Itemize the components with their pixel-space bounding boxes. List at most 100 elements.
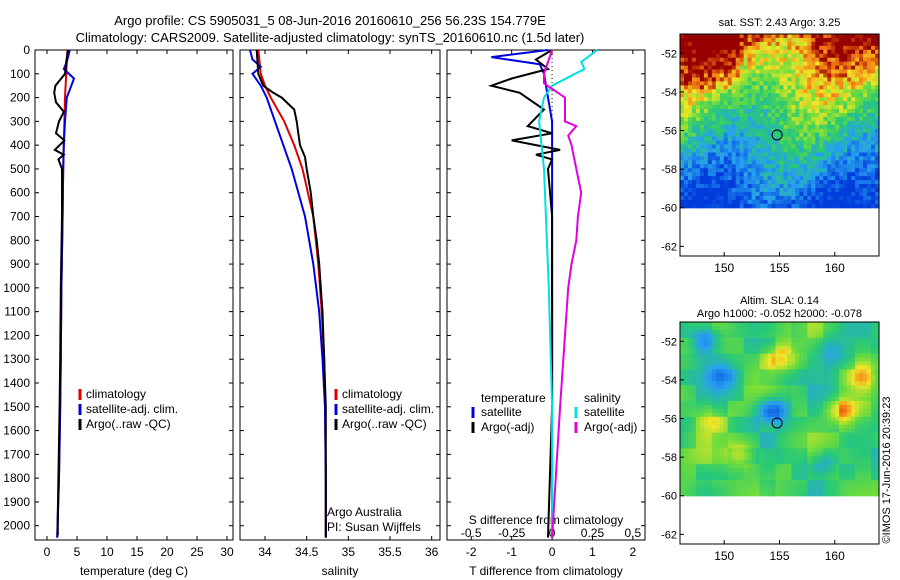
map-cell (871, 49, 876, 55)
map-cell (691, 389, 697, 394)
map-cell (807, 456, 812, 461)
map-cell (723, 476, 729, 481)
map-cell (831, 329, 836, 335)
map-cell (875, 53, 880, 59)
map-cell (723, 116, 729, 122)
map-cell (831, 373, 836, 378)
map-cell (775, 191, 781, 197)
map-cell (779, 57, 785, 63)
map-cell (875, 152, 880, 158)
map-cell (835, 41, 840, 47)
map-cell (831, 377, 836, 382)
map-cell (755, 337, 761, 343)
map-cell (707, 456, 713, 461)
map-cell (787, 199, 793, 205)
map-cell (739, 385, 745, 390)
map-cell (743, 124, 749, 130)
map-cell (827, 156, 832, 161)
map-cell (739, 89, 745, 94)
map-cell (743, 483, 749, 489)
map-cell (803, 89, 808, 94)
map-cell (771, 397, 777, 402)
map-cell (703, 436, 709, 442)
map-cell (771, 105, 777, 110)
map-cell (803, 400, 808, 406)
map-cell (851, 337, 856, 343)
map-cell (771, 365, 777, 370)
map-cell (827, 144, 832, 150)
x-tick-label: 2 (630, 545, 637, 559)
map-cell (851, 199, 856, 205)
map-cell (843, 428, 848, 434)
map-cell (803, 109, 808, 114)
map-cell (855, 156, 860, 161)
map-cell (811, 156, 816, 161)
map-cell (811, 65, 816, 71)
map-cell (767, 452, 773, 457)
map-cell (759, 195, 765, 201)
title-line2: Climatology: CARS2009. Satellite-adjuste… (76, 30, 585, 45)
map-cell (775, 199, 781, 205)
map-cell (791, 377, 797, 382)
map-cell (707, 329, 713, 335)
map-cell (791, 361, 797, 367)
map-cell (755, 132, 761, 138)
map-cell (723, 369, 729, 374)
map-cell (799, 128, 804, 134)
map-cell (759, 53, 765, 59)
map-cell (767, 160, 773, 165)
map-cell (703, 404, 709, 410)
map-cell (807, 180, 812, 185)
map-cell (843, 152, 848, 158)
map-cell (859, 341, 864, 347)
map-cell (691, 452, 697, 457)
map-cell (871, 357, 876, 363)
map-cell (867, 349, 872, 355)
map-cell (847, 420, 852, 426)
map-cell (819, 444, 824, 449)
map-cell (839, 479, 844, 485)
map-cell (711, 49, 717, 55)
map-cell (827, 365, 832, 370)
map-cell (723, 436, 729, 442)
map-cell (835, 436, 840, 442)
map-cell (827, 412, 832, 418)
map-cell (699, 333, 705, 339)
map-cell (755, 393, 761, 398)
map-cell (867, 476, 872, 481)
map-cell (867, 487, 872, 493)
map-cell (803, 105, 808, 110)
map-cell (835, 393, 840, 398)
map-cell (859, 152, 864, 158)
map-cell (871, 124, 876, 130)
map-cell (763, 164, 769, 169)
map-cell (739, 124, 745, 130)
map-cell (815, 136, 820, 142)
map-cell (735, 393, 741, 398)
map-cell (835, 128, 840, 134)
map-cell (843, 444, 848, 449)
map-cell (743, 156, 749, 161)
map-cell (771, 172, 777, 177)
map-cell (687, 404, 693, 410)
map-cell (691, 400, 697, 406)
map-cell (791, 65, 797, 71)
series-line-1 (487, 49, 561, 538)
map-cell (831, 168, 836, 173)
map-cell (823, 132, 828, 138)
map-cell (715, 361, 721, 367)
map-cell (815, 448, 820, 453)
map-cell (731, 483, 737, 489)
map-cell (739, 57, 745, 63)
map-cell (719, 41, 725, 47)
map-cell (695, 45, 701, 51)
map-cell (695, 101, 701, 106)
map-cell (763, 389, 769, 394)
map-cell (783, 424, 789, 430)
map-cell (751, 34, 757, 39)
map-cell (747, 184, 753, 189)
map-cell (680, 349, 685, 355)
map-cell (819, 128, 824, 134)
map-cell (835, 452, 840, 457)
map-cell (763, 69, 769, 75)
